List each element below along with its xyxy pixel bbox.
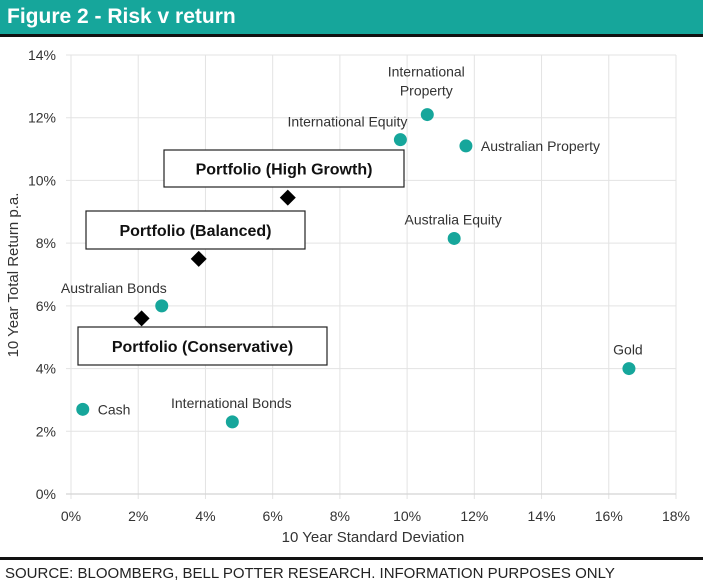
figure-title-bar: Figure 2 - Risk v return [0,0,703,37]
y-tick-label: 12% [28,110,56,126]
source-note: SOURCE: BLOOMBERG, BELL POTTER RESEARCH.… [5,565,615,582]
asset-point [447,231,461,245]
data-label: Australian Bonds [61,280,167,296]
y-tick-label: 2% [36,423,56,439]
asset-point [76,402,90,416]
asset-point [622,362,636,376]
y-tick-label: 10% [28,172,56,188]
x-axis-label: 10 Year Standard Deviation [282,529,465,546]
portfolio-point [190,250,207,267]
data-label: International Equity [288,114,408,130]
data-label: Property [400,83,453,99]
y-tick-label: 8% [36,235,56,251]
portfolio-point [133,310,150,327]
source-divider [0,557,703,560]
x-tick-label: 14% [528,508,556,524]
portfolio-label-box [77,326,328,366]
y-tick-label: 0% [36,486,56,502]
portfolio-point-group: Portfolio (High Growth) [163,149,405,206]
x-tick-label: 6% [263,508,283,524]
data-label: Australia Equity [405,211,502,227]
x-tick-label: 4% [195,508,215,524]
tick-labels: 0% 2% 4% 6% 8% 10% 12% 14% 0% 2% 4% 6% 8% 10% 12% 14% 16… [28,47,690,524]
asset-point-group: International Bonds [171,395,292,429]
data-label: Gold [613,342,643,358]
y-tick-label: 6% [36,298,56,314]
x-tick-label: 8% [330,508,350,524]
data-label: Australian Property [481,138,600,154]
asset-point [225,415,239,429]
x-tick-label: 10% [393,508,421,524]
asset-point [420,108,434,122]
x-tick-label: 16% [595,508,623,524]
y-tick-label: 14% [28,47,56,63]
data-label: Cash [98,401,131,417]
data-label: International [388,64,465,80]
y-tick-label: 4% [36,361,56,377]
x-tick-label: 12% [460,508,488,524]
data-label: Portfolio (High Growth) [196,162,373,179]
risk-return-scatter-chart: 0% 2% 4% 6% 8% 10% 12% 14% 0% 2% 4% 6% 8% 10% 12% 14% 16… [5,47,690,546]
data-label: International Bonds [171,395,292,411]
y-axis-label: 10 Year Total Return p.a. [5,193,22,358]
portfolio-label-box [85,210,306,250]
asset-point [459,139,473,153]
data-points: Cash International Bonds Australian Bonds G… [61,64,643,429]
portfolio-label-box [163,149,405,188]
portfolio-point-group: Portfolio (Balanced) [85,210,306,267]
data-label: Portfolio (Balanced) [119,223,271,240]
x-tick-label: 0% [61,508,81,524]
figure-title: Figure 2 - Risk v return [7,5,236,28]
asset-point [393,133,407,147]
asset-point [155,299,169,313]
asset-point-group: International Property [388,64,465,122]
asset-point-group: Cash [76,401,130,417]
asset-point-group: Australian Property [459,138,600,154]
data-label: Portfolio (Conservative) [112,339,293,356]
asset-point-group: Australian Bonds [61,280,169,313]
portfolio-point-group: Portfolio (Conservative) [77,310,328,366]
x-tick-label: 18% [662,508,690,524]
x-tick-label: 2% [128,508,148,524]
asset-point-group: International Equity [288,114,408,147]
portfolio-point [279,189,296,206]
asset-point-group: Gold [613,342,643,376]
asset-point-group: Australia Equity [405,211,502,245]
